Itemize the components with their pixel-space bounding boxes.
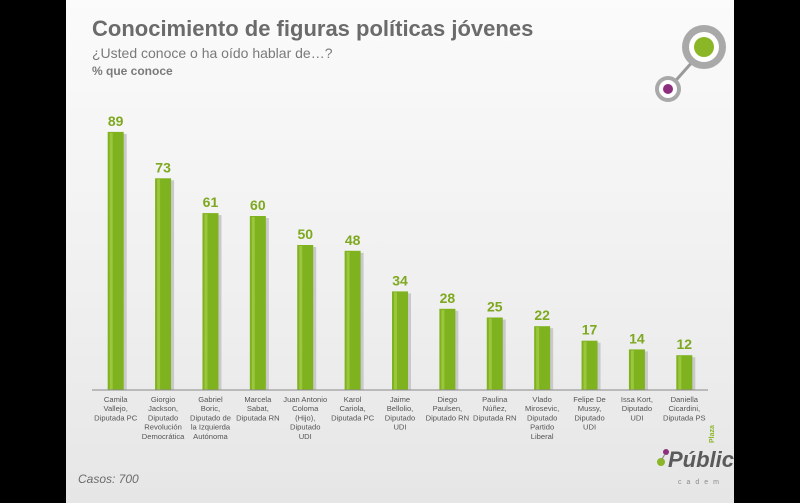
category-label: Issa Kort, Diputado UDI [621,395,653,422]
chart-subtitle: ¿Usted conoce o ha oído hablar de…? [92,45,333,61]
category-label: Paulina Núñez, Diputada RN [473,395,516,422]
data-label: 60 [250,197,266,213]
data-label: 14 [629,330,645,346]
category-label: Gabriel Boric, Diputado de la Izquierda Autó… [190,395,231,441]
data-label: 48 [345,232,361,248]
data-label: 34 [392,272,408,288]
data-label: 25 [487,299,503,315]
data-label: 89 [108,113,124,129]
page-title: Conocimiento de figuras políticas jóvene… [92,16,534,41]
brand-circles-icon [655,25,726,102]
bar-highlight [583,341,587,390]
data-label: 28 [440,290,456,306]
bar-highlight [630,350,634,390]
bar-highlight [536,327,540,390]
logo-subtext: cadem [678,479,725,486]
category-label: Vlado Mirosevic, Diputado Partido Liberal [525,395,559,441]
category-label: Marcela Sabat, Diputada RN [236,395,279,422]
sample-size-note: Casos: 700 [78,472,139,486]
bar-highlight [346,251,350,390]
unit-label: % que conoce [92,64,173,78]
data-label: 22 [534,307,550,323]
category-label: Karol Cariola, Diputada PC [331,395,375,422]
logo-small-text: Plaza [709,425,716,443]
bar-highlight [678,356,682,390]
bar-highlight [109,132,113,390]
data-label: 17 [582,322,598,338]
bar-highlight [299,246,303,390]
bar-chart: 89 Camila Vallejo, Diputada PC 73 Giorgio Jack… [92,113,708,441]
bar-highlight [488,318,492,390]
bar-highlight [157,179,161,390]
data-label: 73 [155,159,171,175]
slide: Conocimiento de figuras políticas jóvene… [66,0,734,503]
data-label: 50 [297,226,313,242]
logo-mark-icon [657,449,669,466]
category-label: Juan Antonio Coloma (Hijo), Diputado UDI [283,395,327,441]
data-label: 61 [203,194,219,210]
category-label: Diego Paulsen, Diputado RN [426,395,469,422]
category-label: Camila Vallejo, Diputada PC [94,395,138,422]
data-label: 12 [677,336,693,352]
bar-highlight [441,309,445,390]
bar-highlight [394,292,397,390]
category-label: Felipe De Mussy, Diputado UDI [573,395,606,432]
logo-wordmark: Pública [668,447,734,472]
bar-highlight [251,217,255,390]
category-label: Jaime Bellolio, Diputado UDI [385,395,415,432]
category-label: Daniella Cicardini, Diputada PS [663,395,706,422]
bar-highlight [204,214,208,390]
category-label: Giorgio Jackson, Diputado Revolución Democrá… [142,395,185,441]
